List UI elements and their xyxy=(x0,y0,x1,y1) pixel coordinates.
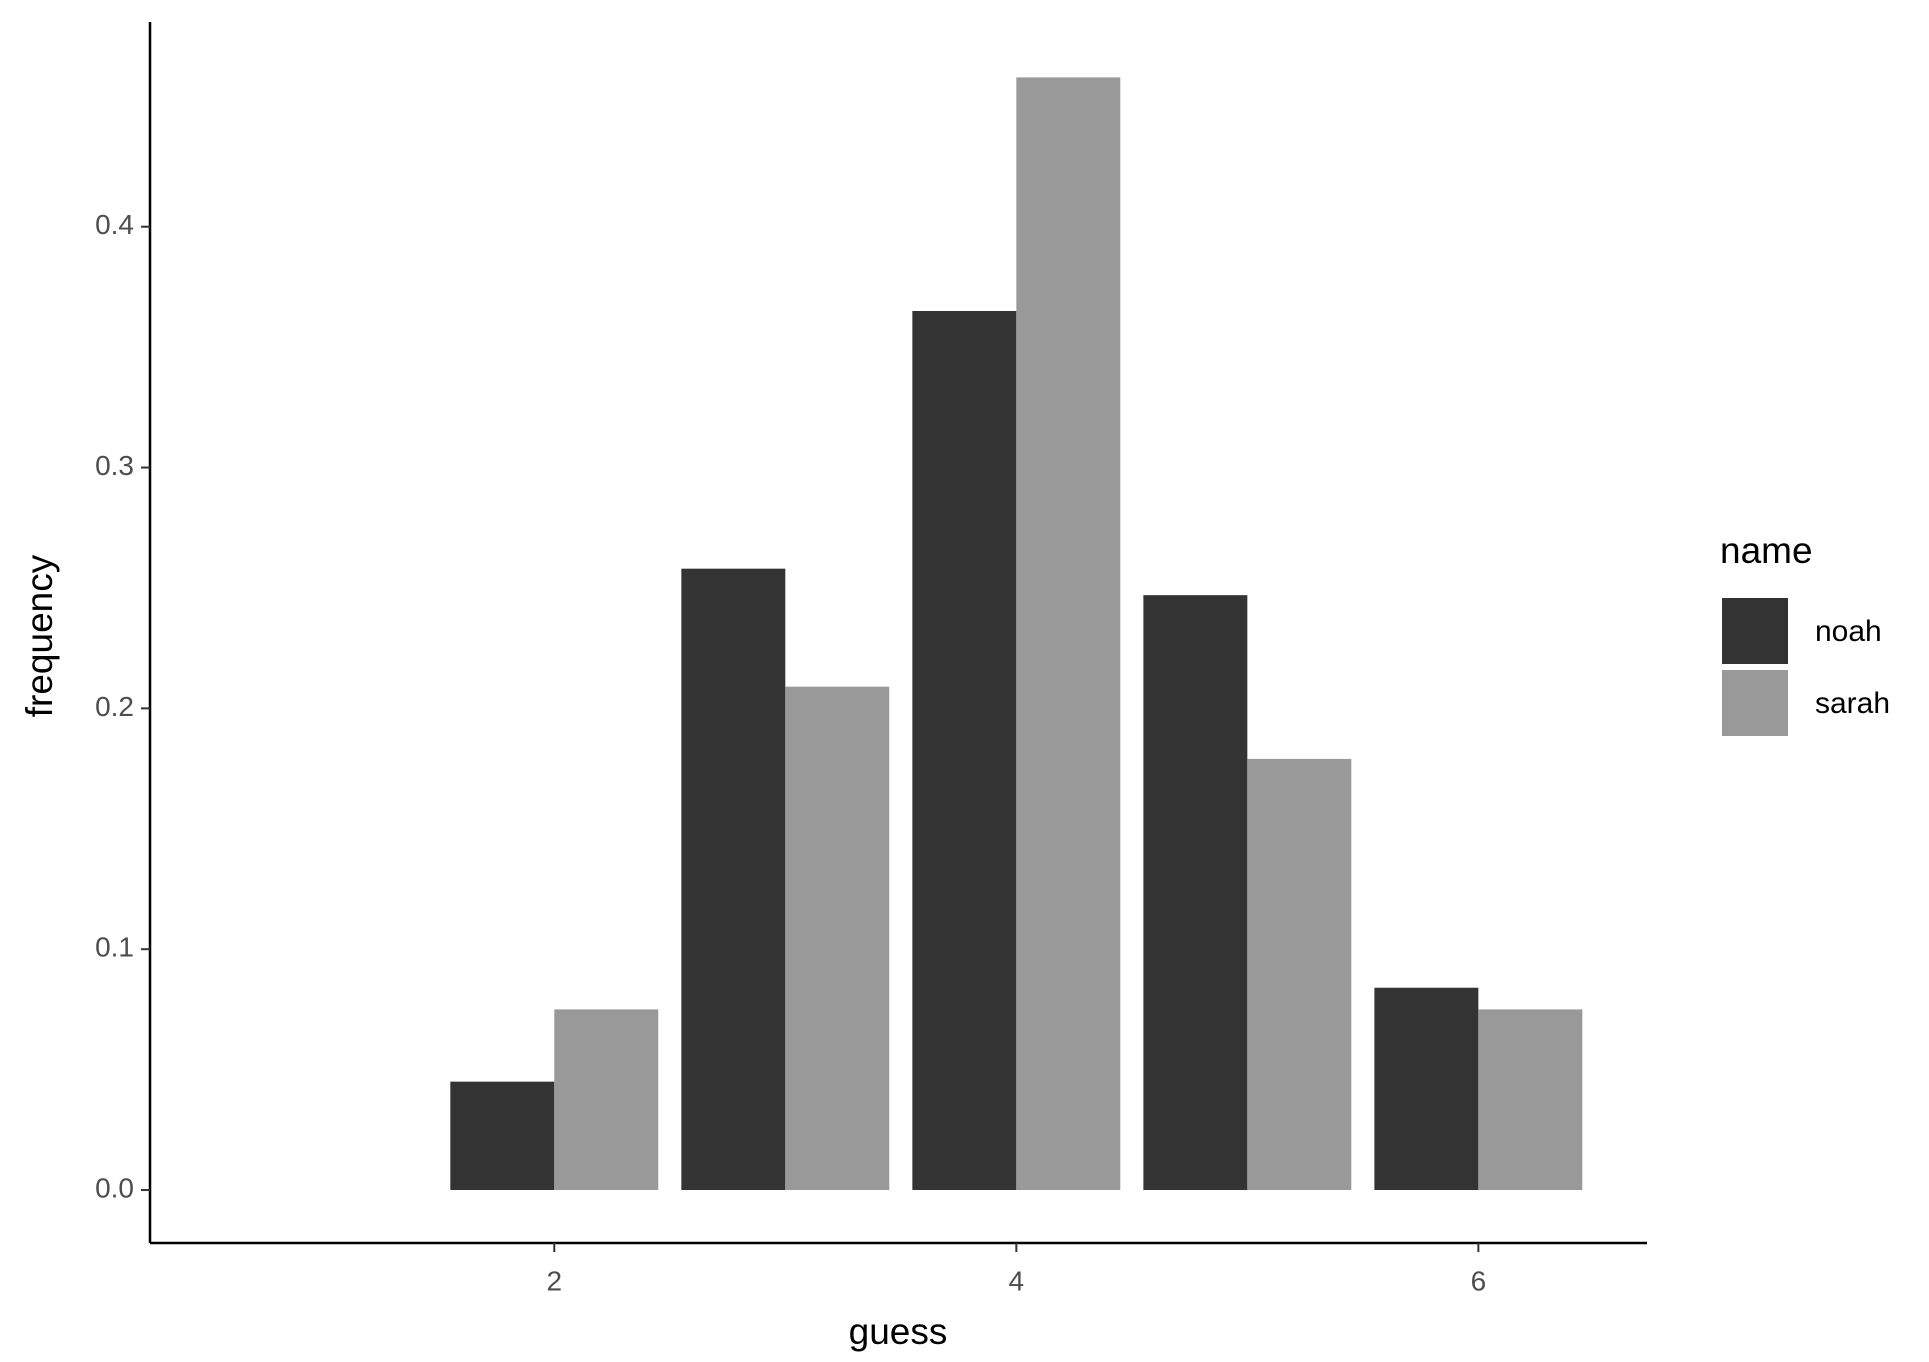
bar xyxy=(912,310,1017,1191)
legend-key xyxy=(1722,670,1788,736)
legend-key xyxy=(1722,598,1788,664)
bar xyxy=(450,1081,555,1191)
x-tick-label: 2 xyxy=(546,1265,562,1296)
bar xyxy=(681,568,786,1191)
legend-label: noah xyxy=(1815,615,1882,648)
x-axis-title: guess xyxy=(849,1311,948,1352)
y-tick-label: 0.0 xyxy=(95,1172,134,1203)
y-tick-label: 0.4 xyxy=(95,209,134,240)
bar xyxy=(1478,1009,1583,1191)
y-tick-label: 0.2 xyxy=(95,691,134,722)
x-tick-label: 6 xyxy=(1471,1265,1487,1296)
bar xyxy=(785,686,890,1191)
bar xyxy=(1016,77,1121,1191)
bar xyxy=(1143,595,1248,1191)
bar xyxy=(1247,758,1352,1191)
x-tick-label: 4 xyxy=(1009,1265,1025,1296)
y-axis-title: frequency xyxy=(19,554,60,717)
legend-label: sarah xyxy=(1815,687,1890,720)
y-tick-label: 0.3 xyxy=(95,450,134,481)
legend-title: name xyxy=(1720,530,1813,571)
y-tick-label: 0.1 xyxy=(95,932,134,963)
bar xyxy=(554,1009,659,1191)
bar xyxy=(1374,987,1479,1191)
